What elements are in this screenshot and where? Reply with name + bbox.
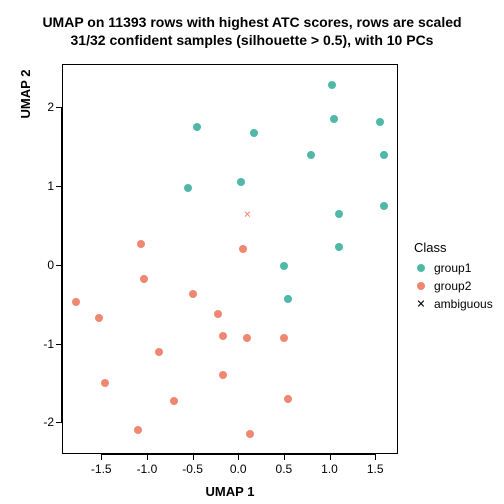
data-point-group2 — [101, 379, 109, 387]
data-point-group1 — [250, 129, 258, 137]
data-point-group1 — [376, 118, 384, 126]
x-tick-label: 1.5 — [367, 462, 384, 476]
legend-label: group2 — [434, 279, 471, 293]
data-point-group1 — [284, 295, 292, 303]
y-tick-label: 0 — [36, 258, 54, 272]
y-axis-label: UMAP 2 — [18, 0, 33, 289]
data-point-group1 — [335, 210, 343, 218]
legend-swatch — [414, 264, 428, 272]
data-point-group2 — [246, 430, 254, 438]
data-point-group1 — [380, 151, 388, 159]
legend-title: Class — [414, 240, 493, 255]
y-tick — [56, 344, 62, 345]
legend-item: group2 — [414, 277, 493, 295]
x-tick — [101, 454, 102, 460]
data-point-group2 — [72, 298, 80, 306]
data-point-group2 — [214, 310, 222, 318]
data-point-group2 — [243, 334, 251, 342]
data-point-group1 — [280, 262, 288, 270]
legend-label: ambiguous — [434, 297, 493, 311]
x-tick — [375, 454, 376, 460]
data-point-group2 — [284, 395, 292, 403]
y-tick — [56, 186, 62, 187]
x-tick-label: -0.5 — [182, 462, 203, 476]
x-tick — [330, 454, 331, 460]
data-point-group1 — [328, 81, 336, 89]
x-tick — [284, 454, 285, 460]
y-tick-label: -1 — [36, 337, 54, 351]
data-point-group2 — [219, 332, 227, 340]
data-point-group1 — [330, 115, 338, 123]
data-point-group2 — [155, 348, 163, 356]
title-line-1: UMAP on 11393 rows with highest ATC scor… — [42, 14, 461, 30]
data-point-group1 — [307, 151, 315, 159]
data-point-group2 — [219, 371, 227, 379]
x-tick-label: 1.0 — [321, 462, 338, 476]
legend: Class group1 group2 × ambiguous — [414, 240, 493, 313]
data-point-group2 — [170, 397, 178, 405]
data-point-group2 — [280, 334, 288, 342]
legend-swatch — [414, 282, 428, 290]
x-tick-label: 0.5 — [276, 462, 293, 476]
y-tick-label: 2 — [36, 100, 54, 114]
chart-canvas: UMAP on 11393 rows with highest ATC scor… — [0, 0, 504, 504]
x-axis-label: UMAP 1 — [62, 484, 398, 499]
data-point-group1 — [193, 123, 201, 131]
data-point-group2 — [140, 275, 148, 283]
x-tick-label: -1.5 — [91, 462, 112, 476]
legend-item: group1 — [414, 259, 493, 277]
legend-swatch: × — [414, 297, 428, 311]
x-tick-label: 0.0 — [230, 462, 247, 476]
data-point-ambiguous: × — [244, 208, 251, 220]
y-tick — [56, 107, 62, 108]
data-point-group1 — [184, 184, 192, 192]
data-point-group1 — [380, 202, 388, 210]
x-tick — [147, 454, 148, 460]
plot-area — [62, 64, 398, 454]
y-tick — [56, 422, 62, 423]
data-point-group1 — [335, 243, 343, 251]
data-point-group2 — [134, 426, 142, 434]
data-point-group2 — [189, 290, 197, 298]
data-point-group2 — [239, 245, 247, 253]
chart-title: UMAP on 11393 rows with highest ATC scor… — [0, 0, 504, 49]
y-tick-label: 1 — [36, 179, 54, 193]
legend-label: group1 — [434, 261, 471, 275]
title-line-2: 31/32 confident samples (silhouette > 0.… — [71, 32, 434, 48]
y-tick-label: -2 — [36, 415, 54, 429]
data-point-group2 — [137, 240, 145, 248]
x-tick-label: -1.0 — [137, 462, 158, 476]
x-tick — [238, 454, 239, 460]
x-tick — [193, 454, 194, 460]
data-point-group2 — [95, 314, 103, 322]
y-tick — [56, 265, 62, 266]
legend-item: × ambiguous — [414, 295, 493, 313]
data-point-group1 — [237, 178, 245, 186]
